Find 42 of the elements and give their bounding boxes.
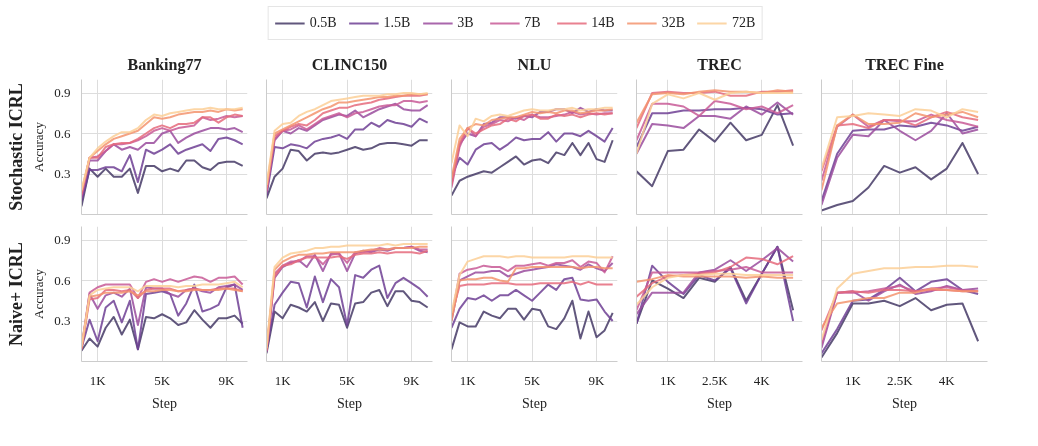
y-tick-label: 0.3 (54, 166, 71, 181)
legend-label: 0.5B (309, 15, 337, 31)
x-tick-label: 1K (459, 372, 477, 388)
y-tick-label: 0.9 (54, 85, 71, 100)
legend-label: 1.5B (383, 15, 411, 31)
legend-label: 32B (661, 15, 686, 31)
chart-title: Banking77 (127, 55, 202, 74)
y-tick-label: 0.3 (54, 313, 71, 328)
y-axis-title: Accuracy (31, 268, 47, 319)
legend-label: 72B (732, 15, 756, 31)
legend-label: 14B (591, 15, 615, 31)
x-tick-label: 1K (89, 372, 107, 388)
y-tick-label: 0.6 (54, 125, 71, 141)
x-axis-title: Step (892, 395, 917, 411)
text: Stochastic ICRL (5, 83, 26, 211)
x-tick-label: 5K (154, 372, 171, 388)
y-tick-label: 0.9 (54, 232, 71, 247)
x-tick-label: 2.5K (701, 372, 729, 388)
x-tick-label: 5K (524, 372, 541, 388)
x-tick-label: 9K (403, 372, 421, 388)
x-tick-label: 4K (753, 372, 771, 388)
x-axis-title: Step (337, 395, 362, 411)
x-tick-label: 9K (218, 372, 236, 388)
x-tick-label: 5K (339, 372, 356, 388)
y-axis-title: Accuracy (31, 121, 47, 172)
legend-label: 7B (524, 15, 542, 31)
x-axis-title: Step (707, 395, 732, 411)
x-tick-label: 1K (844, 372, 862, 388)
x-tick-label: 1K (659, 372, 677, 388)
text: Naive+ ICRL (5, 242, 26, 346)
legend-label: 3B (457, 15, 475, 31)
x-tick-label: 4K (938, 372, 956, 388)
x-tick-label: 2.5K (886, 372, 914, 388)
x-axis-title: Step (522, 395, 547, 411)
x-tick-label: 9K (588, 372, 606, 388)
y-tick-label: 0.6 (54, 272, 71, 288)
x-tick-label: 1K (274, 372, 292, 388)
chart-title: TREC (697, 55, 742, 73)
x-axis-title: Step (152, 395, 177, 411)
chart-title: NLU (517, 55, 552, 73)
chart-title: TREC Fine (865, 55, 944, 73)
chart-title: CLINC150 (311, 55, 388, 73)
